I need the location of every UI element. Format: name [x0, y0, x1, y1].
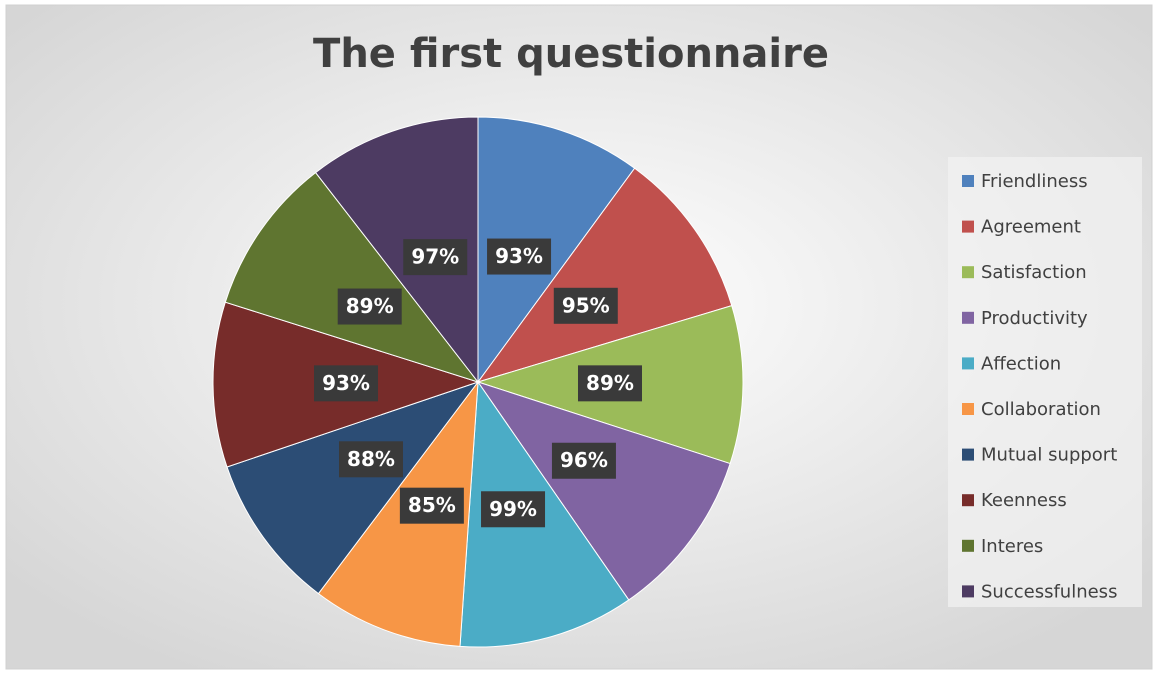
pie-slice	[476, 381, 731, 601]
legend-swatch	[962, 175, 974, 187]
legend-label: Keenness	[981, 490, 1067, 511]
legend-swatch	[962, 266, 974, 279]
legend-label: Productivity	[981, 308, 1088, 329]
data-label-box	[551, 442, 616, 479]
data-label-box	[487, 238, 552, 275]
data-label-box	[577, 365, 642, 402]
data-label-box	[481, 491, 546, 528]
data-label: 93%	[495, 244, 543, 268]
data-label: 96%	[560, 448, 608, 472]
legend-label: Friendliness	[981, 171, 1088, 192]
legend-swatch	[962, 311, 974, 324]
pie-slice	[224, 171, 480, 383]
legend-label: Affection	[981, 353, 1061, 374]
pie-slice	[476, 167, 733, 383]
data-label: 88%	[347, 447, 395, 471]
legend-swatch	[962, 494, 974, 507]
data-label-box	[337, 288, 402, 325]
pie-slice	[317, 380, 479, 647]
legend-label: Mutual support	[981, 445, 1117, 466]
legend-swatch	[962, 585, 974, 598]
legend-swatch	[962, 403, 974, 415]
data-label-box	[553, 287, 618, 324]
legend-label: Collaboration	[981, 399, 1101, 420]
legend-label: Interes	[981, 536, 1043, 557]
legend-swatch	[962, 539, 974, 552]
legend-label: Agreement	[981, 217, 1081, 238]
legend-swatch	[962, 357, 974, 370]
data-label: 89%	[346, 294, 394, 318]
legend-swatch	[962, 448, 974, 461]
legend-label: Successfulness	[981, 581, 1117, 602]
pie-slice	[314, 116, 479, 384]
data-label: 99%	[489, 497, 537, 521]
data-label: 89%	[586, 371, 634, 395]
pie-slice	[226, 381, 480, 595]
data-label-box	[338, 441, 403, 478]
legend	[948, 157, 1142, 607]
data-label: 97%	[411, 245, 459, 269]
data-label-box	[399, 487, 464, 524]
chart-title: The first questionnaire	[313, 31, 829, 77]
data-label: 85%	[408, 493, 456, 517]
pie-slice	[477, 116, 636, 384]
data-label: 93%	[322, 371, 370, 395]
data-label-box	[403, 239, 468, 276]
legend-swatch	[962, 220, 974, 233]
legend-label: Satisfaction	[981, 262, 1087, 283]
data-label-box	[314, 365, 379, 402]
data-label: 95%	[562, 293, 610, 317]
